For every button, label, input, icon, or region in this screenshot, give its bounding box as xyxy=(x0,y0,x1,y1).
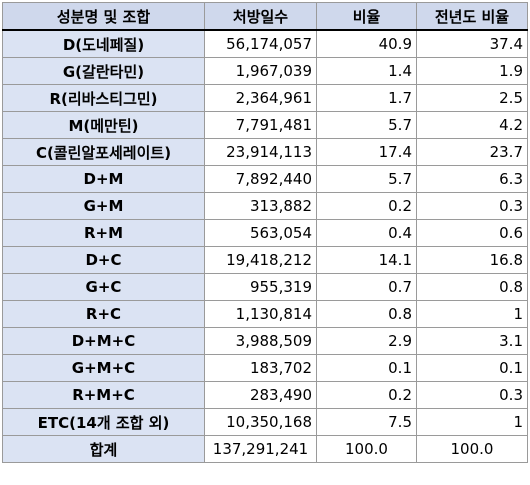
ratio-cell: 0.1 xyxy=(316,354,417,382)
table-row: G+C 955,319 0.7 0.8 xyxy=(2,273,528,301)
ingredient-cell: G(갈란타민) xyxy=(2,57,205,85)
total-label: 합계 xyxy=(2,435,205,463)
ratio-cell: 1.7 xyxy=(316,84,417,112)
days-cell: 56,174,057 xyxy=(204,29,317,58)
prev-ratio-cell: 1 xyxy=(416,408,528,436)
days-cell: 10,350,168 xyxy=(204,408,317,436)
prev-ratio-cell: 4.2 xyxy=(416,111,528,139)
ingredient-cell: R+C xyxy=(2,300,205,328)
ingredient-cell: R+M xyxy=(2,219,205,247)
table-row: G(갈란타민) 1,967,039 1.4 1.9 xyxy=(2,57,528,85)
ratio-cell: 0.7 xyxy=(316,273,417,301)
days-cell: 3,988,509 xyxy=(204,327,317,355)
ratio-cell: 0.4 xyxy=(316,219,417,247)
ratio-cell: 5.7 xyxy=(316,111,417,139)
ingredient-cell: D(도네페질) xyxy=(2,29,205,58)
ratio-cell: 5.7 xyxy=(316,165,417,193)
days-cell: 2,364,961 xyxy=(204,84,317,112)
ingredient-cell: C(콜린알포세레이트) xyxy=(2,138,205,166)
table-row: G+M 313,882 0.2 0.3 xyxy=(2,192,528,220)
days-cell: 313,882 xyxy=(204,192,317,220)
total-row: 합계 137,291,241 100.0 100.0 xyxy=(2,435,528,463)
header-prev-ratio: 전년도 비율 xyxy=(416,2,528,31)
ratio-cell: 0.2 xyxy=(316,192,417,220)
header-days: 처방일수 xyxy=(204,2,317,31)
table-row: G+M+C 183,702 0.1 0.1 xyxy=(2,354,528,382)
ingredient-cell: R(리바스티그민) xyxy=(2,84,205,112)
prev-ratio-cell: 1 xyxy=(416,300,528,328)
prev-ratio-cell: 0.8 xyxy=(416,273,528,301)
table-row: C(콜린알포세레이트) 23,914,113 17.4 23.7 xyxy=(2,138,528,166)
prev-ratio-cell: 23.7 xyxy=(416,138,528,166)
ingredient-cell: D+M+C xyxy=(2,327,205,355)
table-row: D+M+C 3,988,509 2.9 3.1 xyxy=(2,327,528,355)
header-ingredient: 성분명 및 조합 xyxy=(2,2,205,31)
prev-ratio-cell: 2.5 xyxy=(416,84,528,112)
ingredient-cell: M(메만틴) xyxy=(2,111,205,139)
table-row: ETC(14개 조합 외) 10,350,168 7.5 1 xyxy=(2,408,528,436)
ingredient-cell: D+M xyxy=(2,165,205,193)
prev-ratio-cell: 0.6 xyxy=(416,219,528,247)
ratio-cell: 40.9 xyxy=(316,29,417,58)
table-row: D+M 7,892,440 5.7 6.3 xyxy=(2,165,528,193)
table-row: R+C 1,130,814 0.8 1 xyxy=(2,300,528,328)
days-cell: 183,702 xyxy=(204,354,317,382)
days-cell: 7,892,440 xyxy=(204,165,317,193)
prev-ratio-cell: 3.1 xyxy=(416,327,528,355)
days-cell: 7,791,481 xyxy=(204,111,317,139)
days-cell: 955,319 xyxy=(204,273,317,301)
days-cell: 1,967,039 xyxy=(204,57,317,85)
prev-ratio-cell: 37.4 xyxy=(416,29,528,58)
header-ratio: 비율 xyxy=(316,2,417,31)
prev-ratio-cell: 16.8 xyxy=(416,246,528,274)
total-prev-ratio: 100.0 xyxy=(416,435,528,463)
header-row: 성분명 및 조합 처방일수 비율 전년도 비율 xyxy=(2,2,528,31)
days-cell: 283,490 xyxy=(204,381,317,409)
ratio-cell: 17.4 xyxy=(316,138,417,166)
total-ratio: 100.0 xyxy=(316,435,417,463)
prev-ratio-cell: 6.3 xyxy=(416,165,528,193)
prev-ratio-cell: 0.1 xyxy=(416,354,528,382)
table-row: D(도네페질) 56,174,057 40.9 37.4 xyxy=(2,29,528,58)
ingredient-cell: G+M+C xyxy=(2,354,205,382)
days-cell: 23,914,113 xyxy=(204,138,317,166)
total-days: 137,291,241 xyxy=(204,435,317,463)
table-row: D+C 19,418,212 14.1 16.8 xyxy=(2,246,528,274)
ingredient-cell: G+C xyxy=(2,273,205,301)
ratio-cell: 0.2 xyxy=(316,381,417,409)
ratio-cell: 14.1 xyxy=(316,246,417,274)
table-row: M(메만틴) 7,791,481 5.7 4.2 xyxy=(2,111,528,139)
ratio-cell: 2.9 xyxy=(316,327,417,355)
prescription-table: 성분명 및 조합 처방일수 비율 전년도 비율 D(도네페질) 56,174,05… xyxy=(2,2,528,463)
ratio-cell: 1.4 xyxy=(316,57,417,85)
table-row: R(리바스티그민) 2,364,961 1.7 2.5 xyxy=(2,84,528,112)
days-cell: 19,418,212 xyxy=(204,246,317,274)
prev-ratio-cell: 0.3 xyxy=(416,381,528,409)
days-cell: 563,054 xyxy=(204,219,317,247)
days-cell: 1,130,814 xyxy=(204,300,317,328)
ingredient-cell: ETC(14개 조합 외) xyxy=(2,408,205,436)
prev-ratio-cell: 0.3 xyxy=(416,192,528,220)
prev-ratio-cell: 1.9 xyxy=(416,57,528,85)
ingredient-cell: D+C xyxy=(2,246,205,274)
ingredient-cell: R+M+C xyxy=(2,381,205,409)
table-row: R+M 563,054 0.4 0.6 xyxy=(2,219,528,247)
table-row: R+M+C 283,490 0.2 0.3 xyxy=(2,381,528,409)
ratio-cell: 7.5 xyxy=(316,408,417,436)
ingredient-cell: G+M xyxy=(2,192,205,220)
ratio-cell: 0.8 xyxy=(316,300,417,328)
